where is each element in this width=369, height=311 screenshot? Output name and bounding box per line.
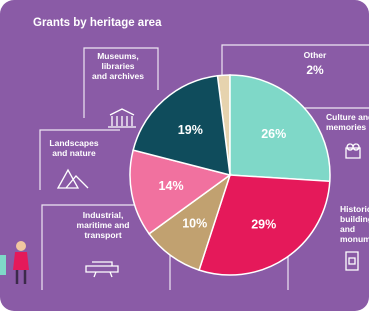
value-label: 19% bbox=[178, 123, 203, 137]
value-label: 29% bbox=[251, 218, 276, 232]
chart: Grants by heritage area Other 2% Culture a… bbox=[0, 0, 369, 311]
value-label: 26% bbox=[261, 127, 286, 141]
value-label: 14% bbox=[159, 179, 184, 193]
chart-title: Grants by heritage area bbox=[33, 17, 162, 29]
category-label: Other bbox=[304, 50, 327, 60]
value-label: 2% bbox=[306, 63, 324, 77]
value-label: 10% bbox=[182, 217, 207, 231]
